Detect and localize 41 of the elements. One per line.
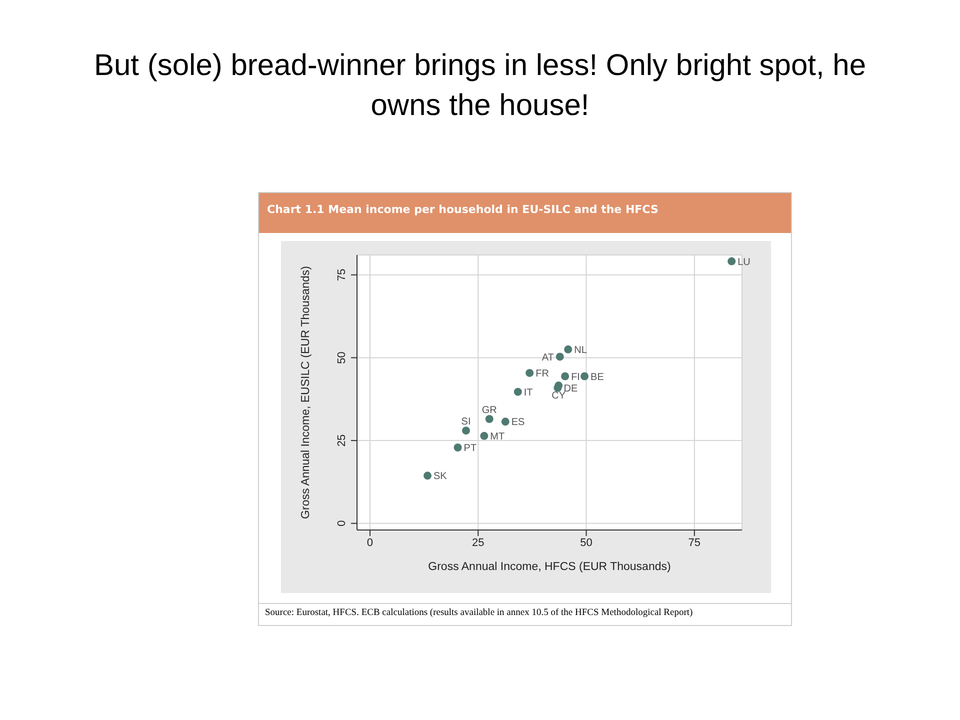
source-note: Source: Eurostat, HFCS. ECB calculations (results available in annex 10.5 of the HFCS Methodological Report) bbox=[259, 603, 791, 622]
x-axis-title: Gross Annual Income, HFCS (EUR Thousands) bbox=[428, 561, 671, 573]
annotation: CY bbox=[552, 390, 566, 402]
annotation: IT bbox=[524, 387, 533, 398]
annotation: AT bbox=[542, 352, 554, 364]
annotation: BE bbox=[590, 372, 604, 383]
annotation: ES bbox=[511, 417, 526, 428]
point bbox=[462, 426, 470, 435]
x-tick-label: 25 bbox=[472, 536, 484, 549]
annotation: FR bbox=[536, 368, 549, 380]
annotation: DE bbox=[564, 383, 578, 394]
annotation: SI bbox=[461, 416, 471, 428]
annotation: MT bbox=[490, 431, 505, 442]
point bbox=[501, 418, 510, 426]
point bbox=[556, 352, 564, 361]
y-tick-label: 25 bbox=[336, 434, 348, 447]
y-tick-label: 50 bbox=[336, 352, 348, 364]
annotation: FI bbox=[571, 372, 580, 383]
annotation: SK bbox=[434, 471, 448, 482]
annotation: NL bbox=[574, 344, 588, 356]
point bbox=[580, 372, 589, 380]
x-tick-label: 50 bbox=[580, 536, 592, 549]
point bbox=[561, 372, 570, 380]
point bbox=[424, 472, 432, 480]
y-tick-label: 75 bbox=[336, 268, 348, 282]
annotation: LU bbox=[738, 256, 750, 268]
y-axis-title: Gross Annual Income, EUSILC (EUR Thousands) bbox=[300, 266, 312, 519]
annotation: PT bbox=[464, 443, 477, 454]
point bbox=[485, 415, 494, 424]
annotation: GR bbox=[482, 405, 497, 416]
y-tick-label: 0 bbox=[336, 520, 348, 526]
point bbox=[454, 444, 462, 452]
point bbox=[514, 388, 522, 396]
point bbox=[728, 257, 736, 266]
chart-subtitle: Chart 1.1 Mean income per household in EU-SILC and the HFCS bbox=[259, 193, 791, 233]
point bbox=[526, 368, 534, 377]
point bbox=[480, 432, 488, 440]
chart-title: But (sole) bread-winner brings in less! Only bright spot, he owns the house! bbox=[92, 48, 868, 124]
x-tick-label: 75 bbox=[688, 536, 701, 549]
point bbox=[564, 345, 572, 354]
x-tick-label: 0 bbox=[366, 536, 374, 549]
